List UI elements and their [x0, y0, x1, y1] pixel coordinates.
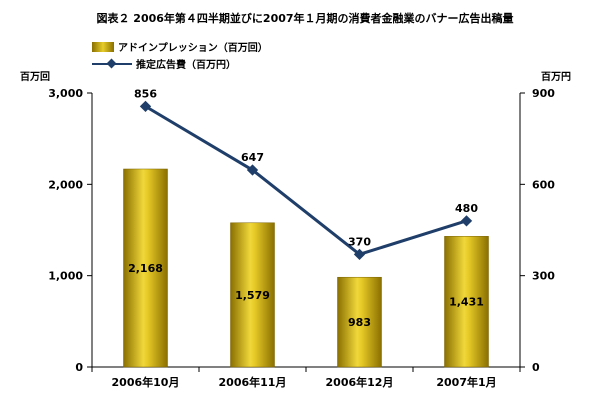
left-tick-label: 3,000 [48, 87, 83, 100]
bar [123, 168, 168, 368]
bar-value-label: 983 [348, 316, 371, 329]
right-tick-label: 600 [532, 178, 555, 191]
legend: アドインプレッション（百万回） 推定広告費（百万円） [92, 38, 268, 72]
line-point [460, 215, 473, 227]
line-value-label: 856 [134, 87, 157, 100]
bar [230, 222, 275, 368]
bar-value-label: 2,168 [128, 262, 163, 275]
x-tick-label: 2006年10月 [112, 375, 180, 389]
bar [444, 236, 489, 368]
left-tick-label: 2,000 [48, 178, 83, 191]
left-tick-label: 1,000 [48, 270, 83, 283]
legend-item-impressions: アドインプレッション（百万回） [92, 38, 268, 55]
bar [337, 276, 382, 368]
right-tick-label: 300 [532, 270, 555, 283]
left-axis-unit: 百万回 [20, 72, 50, 83]
x-tick-label: 2006年12月 [326, 375, 394, 389]
left-tick-label: 0 [75, 361, 83, 374]
line-point [353, 248, 366, 261]
right-tick-label: 900 [532, 87, 555, 100]
x-tick-label: 2007年1月 [436, 375, 496, 389]
line-value-label: 480 [455, 202, 478, 215]
bar-value-label: 1,579 [235, 289, 270, 302]
line-value-label: 647 [241, 151, 264, 164]
line-value-label: 370 [348, 235, 371, 248]
ad-cost-line [144, 105, 467, 257]
chart-title: 図表２ 2006年第４四半期並びに2007年１月期の消費者金融業のバナー広告出稿… [96, 12, 514, 25]
right-tick-label: 0 [532, 361, 540, 374]
bar-value-label: 1,431 [449, 296, 484, 309]
legend-item-ad-cost: 推定広告費（百万円） [92, 55, 268, 72]
legend-label-impressions: アドインプレッション（百万回） [118, 43, 268, 54]
legend-label-ad-cost: 推定広告費（百万円） [136, 60, 236, 71]
x-tick-label: 2006年11月 [219, 375, 287, 389]
line-point [246, 164, 259, 176]
legend-bar-swatch [92, 41, 114, 52]
right-axis-unit: 百万円 [541, 72, 571, 83]
legend-line-swatch [92, 58, 132, 69]
